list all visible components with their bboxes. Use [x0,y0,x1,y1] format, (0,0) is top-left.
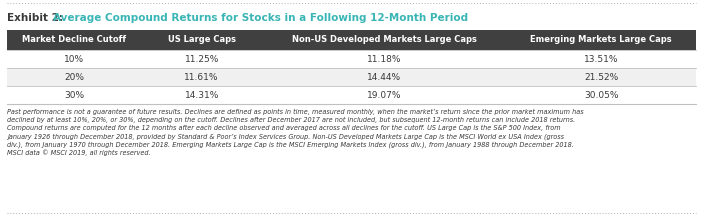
Text: 30%: 30% [64,90,84,100]
Text: 11.61%: 11.61% [184,72,219,82]
Text: 11.25%: 11.25% [184,54,219,64]
Text: Non-US Developed Markets Large Caps: Non-US Developed Markets Large Caps [292,36,477,44]
Text: 14.44%: 14.44% [367,72,401,82]
Text: January 1926 through December 2018, provided by Standard & Poor’s Index Services: January 1926 through December 2018, prov… [7,133,564,140]
Text: MSCI data © MSCI 2019, all rights reserved.: MSCI data © MSCI 2019, all rights reserv… [7,149,150,156]
Text: Average Compound Returns for Stocks in a Following 12-Month Period: Average Compound Returns for Stocks in a… [53,13,467,23]
Text: Market Decline Cutoff: Market Decline Cutoff [22,36,127,44]
Text: 19.07%: 19.07% [367,90,401,100]
Bar [7,50,696,68]
Text: Exhibit 2:: Exhibit 2: [7,13,67,23]
Text: 21.52%: 21.52% [584,72,619,82]
Bar [7,86,696,104]
Text: Emerging Markets Large Caps: Emerging Markets Large Caps [531,36,672,44]
Text: declined by at least 10%, 20%, or 30%, depending on the cutoff. Declines after D: declined by at least 10%, 20%, or 30%, d… [7,117,575,123]
Text: Past performance is not a guarantee of future results. Declines are defined as p: Past performance is not a guarantee of f… [7,109,583,115]
Text: 14.31%: 14.31% [184,90,219,100]
Bar [7,30,696,50]
Text: 11.18%: 11.18% [367,54,401,64]
Text: 13.51%: 13.51% [584,54,619,64]
Text: 10%: 10% [64,54,84,64]
Text: 20%: 20% [64,72,84,82]
Text: div.), from January 1970 through December 2018. Emerging Markets Large Cap is th: div.), from January 1970 through Decembe… [7,141,574,148]
Text: US Large Caps: US Large Caps [167,36,236,44]
Text: 30.05%: 30.05% [584,90,619,100]
Bar [7,68,696,86]
Text: Compound returns are computed for the 12 months after each decline observed and : Compound returns are computed for the 12… [7,125,560,131]
